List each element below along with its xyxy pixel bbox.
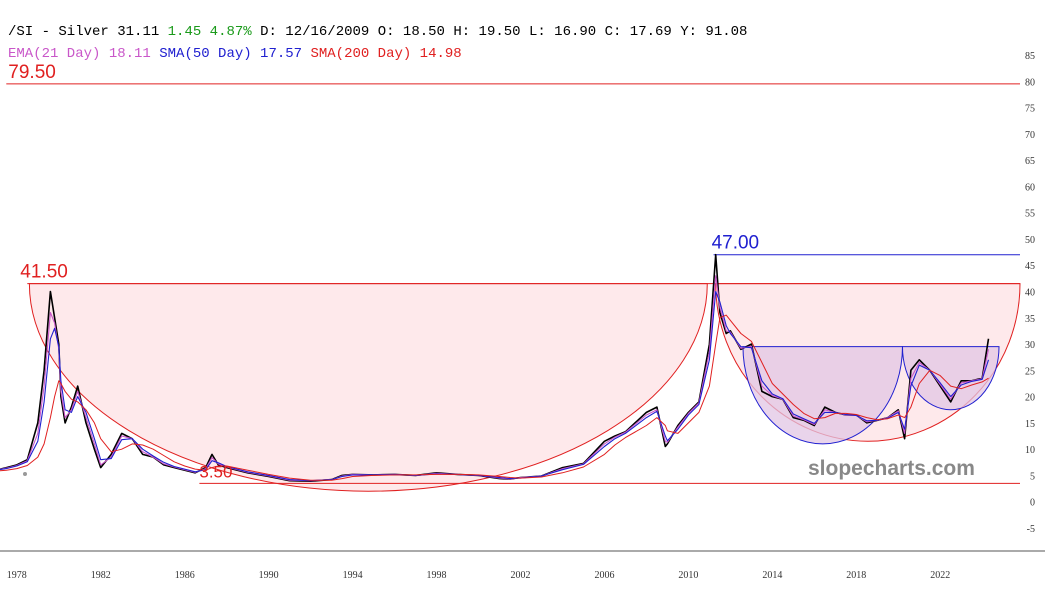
y-tick-label: 15 — [1025, 419, 1035, 430]
y-tick-label: 5 — [1030, 471, 1035, 482]
ema-label: EMA(21 Day) 18.11 — [8, 46, 151, 62]
level-labels: 79.50 41.50 47.00 3.50 — [8, 62, 759, 481]
cup-pattern-1 — [28, 283, 708, 492]
y-tick-label: 0 — [1030, 498, 1035, 509]
x-tick-label: 1998 — [427, 570, 447, 581]
origin-dot — [23, 472, 27, 476]
price-change-pct: 4.87% — [209, 24, 252, 40]
quote-line: /SI - Silver 31.11 1.45 4.87% D: 12/16/2… — [8, 24, 747, 40]
y-tick-label: 60 — [1025, 182, 1035, 193]
level-label-41.50: 41.50 — [20, 262, 68, 283]
y-axis: -5 0 5 10 15 20 25 30 35 40 45 50 55 60 65 70 75 80 85 — [1025, 51, 1035, 535]
x-tick-label: 2010 — [678, 570, 698, 581]
symbol-label: /SI - Silver — [8, 24, 109, 40]
y-tick-label: 10 — [1025, 445, 1035, 456]
x-tick-label: 2018 — [846, 570, 866, 581]
x-tick-label: 2002 — [510, 570, 530, 581]
sma50-label: SMA(50 Day) 17.57 — [159, 46, 303, 62]
resistance-lines — [6, 83, 1020, 484]
y-tick-label: 20 — [1025, 393, 1035, 404]
x-axis: 1978 1982 1986 1990 1994 1998 2002 2006 2010 2014… — [0, 550, 1045, 581]
y-tick-label: 35 — [1025, 314, 1035, 325]
watermark-text: slopecharts.com — [808, 457, 975, 480]
y-tick-label: 80 — [1025, 77, 1035, 88]
x-tick-label: 2006 — [594, 570, 614, 581]
indicator-line: EMA(21 Day) 18.11 SMA(50 Day) 17.57 SMA(… — [8, 46, 462, 62]
x-tick-label: 2022 — [930, 570, 950, 581]
x-tick-label: 1994 — [343, 570, 363, 581]
y-readout: Y: 91.08 — [680, 24, 748, 40]
price-change: 1.45 — [167, 24, 202, 40]
y-tick-label: 70 — [1025, 130, 1035, 141]
y-tick-label: 75 — [1025, 104, 1035, 115]
y-tick-label: 45 — [1025, 261, 1035, 272]
x-tick-label: 1990 — [259, 570, 279, 581]
x-tick-label: 1986 — [175, 570, 195, 581]
sma200-label: SMA(200 Day) 14.98 — [310, 46, 462, 62]
close-readout: C: 17.69 — [604, 24, 672, 40]
level-label-47.00: 47.00 — [712, 233, 760, 254]
level-label-3.50: 3.50 — [199, 462, 232, 481]
high-readout: H: 19.50 — [453, 24, 521, 40]
y-tick-label: 40 — [1025, 288, 1035, 299]
y-tick-label: 55 — [1025, 209, 1035, 220]
last-price: 31.11 — [117, 24, 160, 40]
x-tick-label: 2014 — [762, 570, 782, 581]
cup-patterns — [28, 283, 1021, 492]
x-tick-label: 1978 — [7, 570, 27, 581]
y-tick-label: 50 — [1025, 235, 1035, 246]
low-readout: L: 16.90 — [528, 24, 597, 40]
y-tick-label: 25 — [1025, 366, 1035, 377]
y-tick-label: 30 — [1025, 340, 1035, 351]
level-label-79.50: 79.50 — [8, 62, 56, 83]
open-readout: O: 18.50 — [377, 24, 445, 40]
series-lines — [0, 253, 990, 483]
date-readout: D: 12/16/2009 — [260, 24, 370, 40]
y-tick-label: 65 — [1025, 156, 1035, 167]
x-tick-label: 1982 — [91, 570, 111, 581]
sma200-series-line — [0, 314, 989, 481]
y-tick-label: 85 — [1025, 51, 1035, 62]
y-tick-label: -5 — [1027, 524, 1035, 535]
cup-pattern-4 — [901, 346, 1000, 411]
